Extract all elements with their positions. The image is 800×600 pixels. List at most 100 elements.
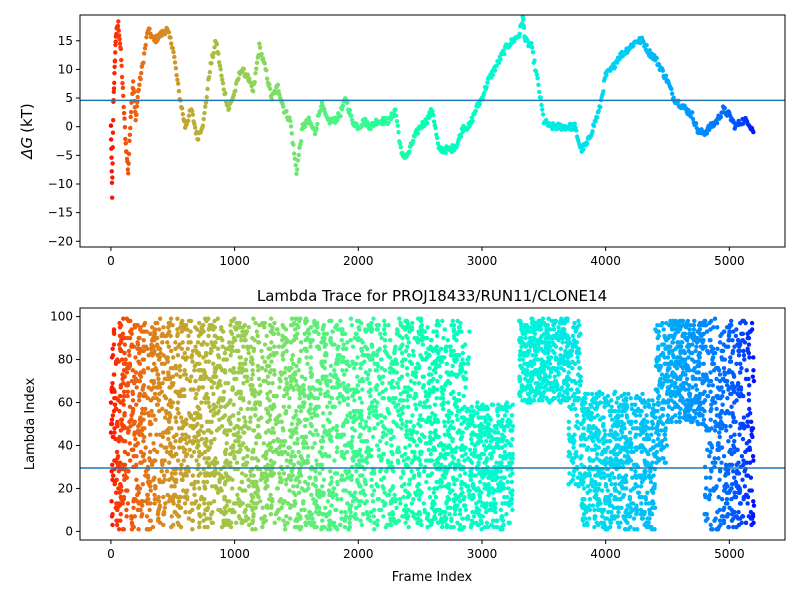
lambda-point [574,449,579,455]
lambda-point [238,355,244,360]
lambda-point [460,516,465,521]
lambda-point [344,449,350,455]
lambda-point [211,391,216,397]
delta-g-point [186,118,191,123]
lambda-point [116,462,121,468]
lambda-point [206,445,211,450]
lambda-point [442,423,448,429]
lambda-point [243,331,248,336]
lambda-point [169,348,174,354]
lambda-point [472,443,478,448]
delta-g-point [686,107,691,113]
lambda-point [374,353,380,358]
delta-g-point [119,74,125,80]
lambda-point [401,494,406,500]
lambda-point [108,430,114,435]
lambda-point [282,342,287,347]
lambda-point [457,325,463,330]
lambda-point [559,316,564,321]
lambda-point [576,318,581,324]
lambda-point [122,374,127,379]
delta-g-point [349,113,354,118]
lambda-point [410,413,415,418]
lambda-point [528,344,533,349]
lambda-point [233,438,238,444]
lambda-point [499,475,505,480]
lambda-point [155,320,160,326]
lambda-point [467,408,473,414]
lambda-point [269,406,275,412]
lambda-point [225,380,231,386]
lambda-point [110,434,115,440]
lambda-point [115,518,120,523]
lambda-point [480,402,485,407]
lambda-point [439,454,444,459]
lambda-point [118,340,124,345]
lambda-point [162,505,167,510]
lambda-point [203,400,208,405]
lambda-point [420,357,426,362]
lambda-point [140,499,146,504]
lambda-point [142,426,147,431]
lambda-point [262,359,268,364]
lambda-point [556,325,561,330]
lambda-point [340,346,346,352]
lambda-point [293,378,299,384]
lambda-point [300,501,306,506]
lambda-point [208,438,214,444]
lambda-point [373,408,379,414]
lambda-point [212,318,217,324]
lambda-point [529,325,534,330]
lambda-point [285,501,291,506]
lambda-point [312,318,317,324]
lambda-point [121,368,127,373]
lambda-point [319,484,325,489]
lambda-point [119,417,124,422]
lambda-point [489,402,495,407]
lambda-point [474,501,479,506]
delta-g-point [644,42,649,48]
lambda-point [388,380,394,386]
lambda-point [206,501,211,506]
lambda-point [212,374,217,379]
lambda-point [369,484,374,489]
delta-g-point [289,131,295,136]
lambda-point [142,411,147,416]
lambda-point [369,477,374,483]
lambda-point [355,389,361,394]
x-tick-label: 3000 [467,254,498,268]
lambda-point [303,320,308,326]
lambda-point [162,458,167,463]
lambda-point [301,445,307,450]
delta-g-point [485,80,490,85]
lambda-point [359,400,365,405]
lambda-point [374,415,380,420]
lambda-point [447,462,453,468]
delta-g-point [398,144,404,150]
delta-g-point [216,60,222,65]
lambda-point [504,423,509,429]
lambda-point [394,370,400,375]
lambda-point [192,501,197,506]
lambda-point [171,445,176,450]
lambda-point [243,514,249,519]
delta-g-point [434,135,440,141]
lambda-point [527,396,532,401]
lambda-point [278,496,284,502]
delta-g-point [117,36,122,42]
lambda-point [129,378,135,384]
lambda-point [291,428,296,433]
lambda-point [384,522,390,528]
lambda-point [517,357,522,362]
lambda-point [166,374,172,379]
lambda-point [229,318,234,324]
lambda-point [140,357,146,362]
lambda-point [229,331,235,336]
lambda-point [260,524,265,530]
lambda-point [202,512,207,517]
lambda-point [412,473,417,478]
delta-g-point [431,112,436,118]
lambda-point [197,520,202,526]
lambda-point [510,471,515,476]
delta-g-point [482,90,487,96]
